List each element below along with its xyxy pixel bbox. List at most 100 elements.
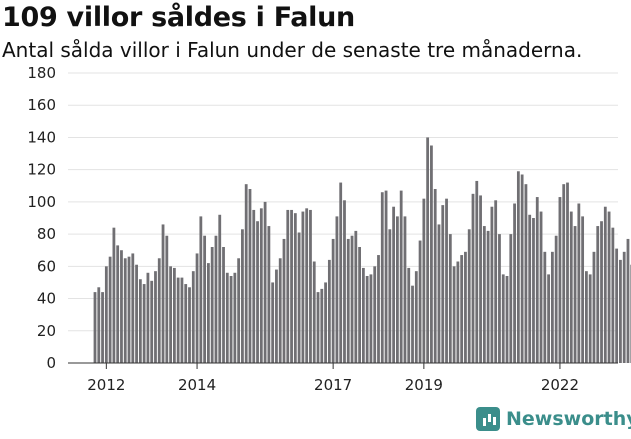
bar xyxy=(532,218,535,363)
bar xyxy=(448,234,452,363)
bar xyxy=(237,258,241,363)
bar xyxy=(199,216,203,363)
bar xyxy=(486,230,490,363)
bar xyxy=(293,213,297,363)
bar xyxy=(120,250,123,363)
y-tick-label: 140 xyxy=(27,128,56,146)
bar xyxy=(422,198,426,363)
y-axis-ticks: 0 20 40 60 80 100 120 140 160 180 xyxy=(27,64,56,372)
bar xyxy=(490,206,494,363)
bar xyxy=(104,266,108,363)
bar xyxy=(278,258,282,363)
bar xyxy=(123,258,127,363)
bar xyxy=(350,235,354,363)
x-tick-label: 2014 xyxy=(178,376,216,394)
y-tick-label: 120 xyxy=(27,161,56,179)
bar xyxy=(569,211,573,363)
bar xyxy=(543,251,547,363)
bar xyxy=(361,267,365,363)
bar xyxy=(562,184,566,363)
bar xyxy=(248,189,252,363)
bar xyxy=(479,195,482,363)
bar xyxy=(418,240,422,363)
bar xyxy=(305,208,309,363)
bar xyxy=(596,226,600,363)
bar xyxy=(585,271,588,363)
bar xyxy=(354,230,358,363)
bar xyxy=(301,211,305,363)
x-axis-ticks: 201220142017201920222024 xyxy=(87,363,579,394)
bar xyxy=(501,274,505,363)
page-title: 109 villor såldes i Falun xyxy=(2,2,355,33)
x-tick-label: 2017 xyxy=(314,376,352,394)
bar xyxy=(169,266,172,363)
bar xyxy=(339,182,343,363)
bar xyxy=(467,229,471,363)
x-tick-label: 2022 xyxy=(541,376,579,394)
bar xyxy=(346,238,350,363)
bars xyxy=(93,137,631,363)
bar xyxy=(373,266,377,363)
brand-name: Newsworthy xyxy=(506,408,631,430)
bar xyxy=(498,234,501,363)
bar xyxy=(172,267,176,363)
bar xyxy=(214,235,218,363)
bar xyxy=(327,259,331,363)
bar xyxy=(441,205,445,363)
bar xyxy=(184,284,188,363)
bar xyxy=(505,276,509,363)
bar xyxy=(407,267,411,363)
bar xyxy=(539,211,543,363)
bar xyxy=(426,137,430,363)
bar xyxy=(263,201,267,363)
bar xyxy=(566,182,569,363)
bar xyxy=(411,285,414,363)
bar xyxy=(482,226,486,363)
bar xyxy=(312,261,316,363)
bar xyxy=(241,229,244,363)
bar xyxy=(195,253,199,363)
bar xyxy=(456,261,460,363)
bar xyxy=(430,145,433,363)
bar xyxy=(335,216,339,363)
bar xyxy=(271,282,275,363)
bar xyxy=(244,184,248,363)
bar xyxy=(384,190,388,363)
bar xyxy=(207,263,210,363)
bar xyxy=(316,292,320,363)
y-tick-label: 40 xyxy=(37,290,56,308)
bar xyxy=(535,197,539,363)
bar xyxy=(516,171,520,363)
bar xyxy=(229,276,233,363)
y-tick-label: 100 xyxy=(27,193,56,211)
bar xyxy=(146,272,150,363)
bar xyxy=(161,224,165,363)
bar xyxy=(445,198,448,363)
bar xyxy=(388,229,392,363)
bar xyxy=(524,184,528,363)
bar xyxy=(414,271,418,363)
bar xyxy=(157,258,161,363)
bar xyxy=(127,256,131,363)
bar xyxy=(509,234,513,363)
bar xyxy=(275,269,278,363)
bar xyxy=(619,259,622,363)
bar xyxy=(380,192,384,363)
bar xyxy=(259,208,263,363)
bar xyxy=(165,235,169,363)
y-tick-label: 60 xyxy=(37,257,56,275)
bar xyxy=(607,211,611,363)
bar xyxy=(392,206,396,363)
bar xyxy=(626,238,630,363)
bar xyxy=(600,221,603,363)
bar xyxy=(433,189,437,363)
bar xyxy=(588,274,592,363)
bar xyxy=(218,214,222,363)
bar xyxy=(309,209,312,363)
bar xyxy=(267,226,271,363)
bar xyxy=(452,266,456,363)
bar xyxy=(471,193,475,363)
bar xyxy=(142,284,146,363)
bar xyxy=(358,247,361,363)
bar xyxy=(180,277,184,363)
